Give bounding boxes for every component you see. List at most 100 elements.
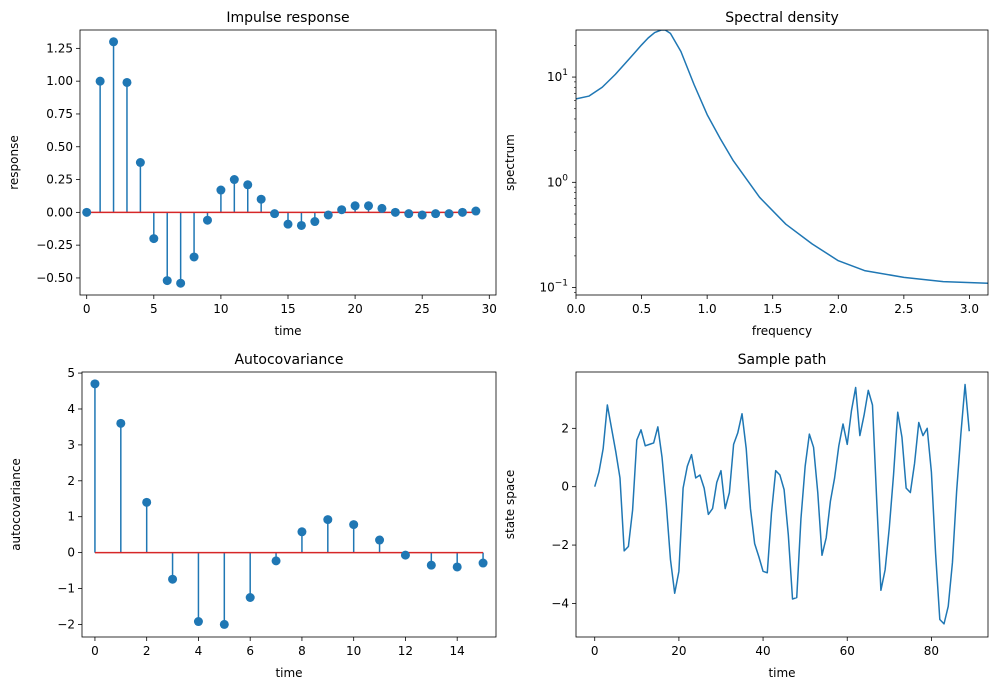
samplepath-xlabel: time xyxy=(768,666,795,680)
autocov-marker xyxy=(478,558,488,568)
impulse-marker xyxy=(176,278,186,288)
impulse-ytick-label: 0.75 xyxy=(46,107,73,121)
autocov-marker xyxy=(426,560,436,570)
spectral-xtick-label: 2.5 xyxy=(894,302,913,316)
samplepath-xtick-label: 0 xyxy=(591,644,599,658)
samplepath-line xyxy=(594,383,971,625)
spectral-xtick-label: 0.5 xyxy=(632,302,651,316)
impulse-ytick-label: 1.25 xyxy=(46,41,73,55)
impulse-marker xyxy=(149,234,159,244)
impulse-marker xyxy=(310,217,320,227)
impulse-marker xyxy=(431,209,441,219)
impulse-marker xyxy=(229,175,239,185)
impulse-ytick-label: 0.25 xyxy=(46,173,73,187)
impulse-marker xyxy=(323,210,333,220)
autocov-marker xyxy=(452,562,462,572)
impulse-marker xyxy=(350,201,360,211)
spectral-data xyxy=(576,30,988,284)
samplepath-data xyxy=(594,383,971,625)
autocov-marker xyxy=(116,418,126,428)
autocov-marker xyxy=(219,619,229,629)
autocov-xtick-label: 2 xyxy=(143,644,151,658)
impulse-marker xyxy=(122,77,132,87)
impulse-xlabel: time xyxy=(274,324,301,338)
impulse-xtick-label: 10 xyxy=(213,302,228,316)
autocov-ytick-label: −2 xyxy=(57,617,75,631)
impulse-marker xyxy=(270,209,280,219)
autocov-marker xyxy=(90,379,100,389)
samplepath-ylabel: state space xyxy=(503,470,517,539)
impulse-marker xyxy=(216,185,226,195)
samplepath-xtick-label: 60 xyxy=(840,644,855,658)
autocov-xlabel: time xyxy=(275,666,302,680)
samplepath-xtick-label: 40 xyxy=(755,644,770,658)
autocov-marker xyxy=(193,617,203,627)
autocov-title: Autocovariance xyxy=(234,352,343,368)
impulse-marker xyxy=(471,206,481,216)
autocov-ytick-label: 5 xyxy=(67,366,75,380)
impulse-ytick-label: 0.00 xyxy=(46,205,73,219)
samplepath-panel: Sample path time state space 0 20 40 60 80 −4 −2 0… xyxy=(503,352,989,680)
impulse-ytick-label: 0.50 xyxy=(46,140,73,154)
autocov-xtick-label: 0 xyxy=(91,644,99,658)
spectral-ytick-label: 100 xyxy=(547,173,568,189)
spectral-xtick-label: 2.0 xyxy=(829,302,848,316)
samplepath-axes-frame xyxy=(575,371,989,638)
autocov-xtick-label: 6 xyxy=(246,644,254,658)
autocov-marker xyxy=(323,515,333,525)
impulse-xtick-label: 25 xyxy=(415,302,430,316)
autocov-marker xyxy=(142,497,152,507)
autocov-xtick-label: 14 xyxy=(450,644,465,658)
autocov-marker xyxy=(400,550,410,560)
impulse-marker xyxy=(135,158,145,167)
impulse-marker xyxy=(162,276,172,286)
impulse-panel: Impulse response time response 0 5 10 15 20 25 30… xyxy=(7,10,497,338)
autocov-ytick-label: 1 xyxy=(67,510,75,524)
impulse-xtick-label: 20 xyxy=(347,302,362,316)
samplepath-xtick-label: 80 xyxy=(924,644,939,658)
impulse-marker xyxy=(457,207,467,217)
impulse-ytick-label: −0.50 xyxy=(36,271,73,285)
impulse-marker xyxy=(82,207,92,217)
autocov-ytick-label: 3 xyxy=(67,438,75,452)
autocov-ytick-label: 2 xyxy=(67,474,75,488)
spectral-line xyxy=(576,30,988,284)
impulse-marker xyxy=(390,207,400,217)
samplepath-ytick-label: −4 xyxy=(551,596,569,610)
spectral-ytick-label: 101 xyxy=(547,68,568,84)
spectral-xtick-label: 1.5 xyxy=(763,302,782,316)
impulse-ylabel: response xyxy=(7,135,21,190)
impulse-marker xyxy=(256,194,266,204)
samplepath-ytick-label: 2 xyxy=(561,421,569,435)
impulse-marker xyxy=(283,219,293,229)
spectral-ylabel: spectrum xyxy=(503,134,517,191)
impulse-xtick-label: 5 xyxy=(150,302,158,316)
impulse-xtick-label: 0 xyxy=(83,302,91,316)
impulse-marker xyxy=(417,210,427,220)
impulse-marker xyxy=(243,180,253,190)
impulse-marker xyxy=(189,252,199,262)
impulse-xtick-label: 30 xyxy=(482,302,497,316)
samplepath-ytick-label: 0 xyxy=(561,480,569,494)
samplepath-xtick-label: 20 xyxy=(671,644,686,658)
spectral-title: Spectral density xyxy=(725,10,839,26)
impulse-xtick-label: 15 xyxy=(280,302,295,316)
autocov-xtick-label: 4 xyxy=(195,644,203,658)
samplepath-ytick-label: −2 xyxy=(551,538,569,552)
spectral-xtick-label: 1.0 xyxy=(698,302,717,316)
impulse-marker xyxy=(109,37,119,47)
impulse-marker xyxy=(296,220,306,230)
impulse-marker xyxy=(444,209,454,219)
autocov-xtick-label: 10 xyxy=(346,644,361,658)
autocov-marker xyxy=(245,593,255,603)
impulse-marker xyxy=(364,201,374,211)
samplepath-title: Sample path xyxy=(738,352,827,368)
spectral-xlabel: frequency xyxy=(752,324,812,338)
autocov-ylabel: autocovariance xyxy=(9,458,23,551)
impulse-title: Impulse response xyxy=(226,10,349,26)
autocov-ytick-label: 4 xyxy=(67,402,75,416)
impulse-data xyxy=(82,37,481,288)
impulse-marker xyxy=(202,215,212,225)
